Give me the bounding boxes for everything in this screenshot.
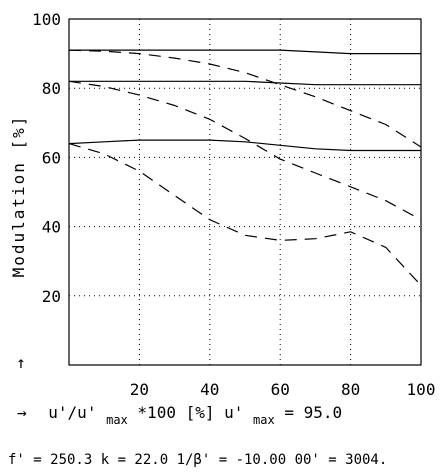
x-label-rest: *100 [%] u' bbox=[137, 403, 243, 422]
series-group bbox=[68, 49, 422, 286]
x-label-sub: max bbox=[106, 413, 128, 427]
y-tick-label: 40 bbox=[42, 218, 61, 237]
series-line-5-solid bbox=[68, 139, 421, 152]
series-line-6-dashed bbox=[68, 143, 422, 286]
x-axis-arrow: → bbox=[17, 403, 27, 422]
x-tick-label: 80 bbox=[341, 380, 360, 399]
series-line-3-solid bbox=[69, 80, 421, 86]
y-axis-label: Modulation [%] bbox=[9, 115, 28, 278]
series-line-2-dashed bbox=[68, 49, 422, 148]
grid-group bbox=[69, 19, 421, 365]
series-line-4-dashed bbox=[68, 80, 422, 221]
x-label-sub2: max bbox=[253, 413, 275, 427]
x-label-main: u'/u' bbox=[48, 403, 96, 422]
x-tick-label: 40 bbox=[200, 380, 219, 399]
x-tick-label: 20 bbox=[130, 380, 149, 399]
series-line-1-solid bbox=[69, 49, 421, 55]
y-tick-label: 80 bbox=[42, 79, 61, 98]
y-tick-label: 100 bbox=[32, 10, 61, 29]
plot-frame bbox=[68, 18, 422, 366]
x-tick-labels: 20 40 60 80 100 bbox=[130, 380, 436, 399]
x-tick-label: 100 bbox=[407, 380, 436, 399]
y-tick-labels: 20 40 60 80 100 bbox=[32, 10, 61, 306]
x-axis-label: → u'/u' max *100 [%] u' max = 95.0 bbox=[17, 403, 342, 428]
y-tick-label: 20 bbox=[42, 287, 61, 306]
x-label-rest2: = 95.0 bbox=[284, 403, 342, 422]
footer-parameters: f' = 250.3 k = 22.0 1/β' = -10.00 00' = … bbox=[8, 452, 387, 468]
y-axis-arrow: ↑ bbox=[16, 353, 28, 372]
x-tick-label: 60 bbox=[271, 380, 290, 399]
y-tick-label: 60 bbox=[42, 148, 61, 167]
